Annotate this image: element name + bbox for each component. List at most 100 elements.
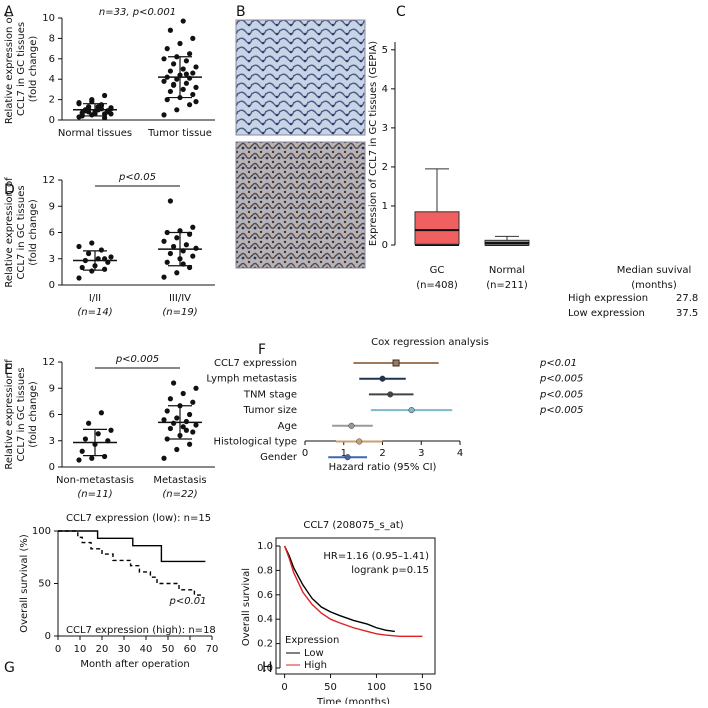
x-axis-label: Month after operation <box>80 659 189 670</box>
data-point <box>79 448 85 454</box>
plot-frame <box>275 537 436 675</box>
y-tick-label: 3 <box>382 123 388 134</box>
p-value: p<0.005 <box>539 389 583 400</box>
y-tick-label: 12 <box>42 175 55 186</box>
hr-marker <box>379 375 386 382</box>
y-tick-label: 3 <box>49 436 55 447</box>
p-value: p<0.005 <box>539 374 583 385</box>
chart-title: CCL7 (208075_s_at) <box>303 520 403 531</box>
x-tick-label: 70 <box>206 644 219 655</box>
x-tick-label: 3 <box>418 448 424 459</box>
table-cell: 27.8 <box>676 293 698 304</box>
data-point <box>98 410 104 416</box>
panel-label: C <box>396 4 406 20</box>
y-axis-label: (fold change) <box>28 199 39 266</box>
data-point <box>95 431 101 437</box>
data-point <box>164 97 170 103</box>
y-tick-label: 0.2 <box>257 639 273 650</box>
x-tick-label: 20 <box>96 644 109 655</box>
y-tick-label: 0 <box>382 240 388 251</box>
data-point <box>161 455 167 461</box>
data-point <box>89 268 95 274</box>
y-tick-label: 0 <box>49 462 55 473</box>
y-tick-label: 5 <box>382 45 388 56</box>
ihc-image <box>235 19 366 136</box>
error-bar <box>168 56 192 99</box>
x-tick-label: Normal <box>489 265 525 276</box>
annotation: CCL7 expression (low): n=15 <box>66 513 211 524</box>
x-tick-label: 0 <box>55 644 61 655</box>
y-tick-label: 9 <box>49 201 55 212</box>
data-point <box>76 275 82 281</box>
x-tick-label: Non-metastasis <box>56 475 134 486</box>
annotation: p<0.005 <box>115 354 159 365</box>
x-tick-label: 2 <box>379 448 385 459</box>
data-point <box>180 424 186 430</box>
annotation: CCL7 expression (high): n=18 <box>66 625 216 636</box>
data-point <box>164 408 170 414</box>
table-title: Median suvival <box>617 265 692 276</box>
data-point <box>161 274 167 280</box>
data-point <box>174 415 180 421</box>
y-axis-label: Overall survival <box>241 568 252 646</box>
error-bar <box>168 405 192 440</box>
survival-curve <box>283 545 423 637</box>
data-point <box>108 254 114 260</box>
data-point <box>187 75 193 81</box>
data-point <box>183 58 189 64</box>
x-tick-label: 1 <box>341 448 347 459</box>
data-point <box>108 111 114 117</box>
y-tick-label: 100 <box>32 526 51 537</box>
x-tick-label: 4 <box>457 448 463 459</box>
data-point <box>193 422 199 428</box>
data-point <box>102 453 108 460</box>
y-tick-label: 6 <box>49 410 55 421</box>
survival-curve <box>283 545 395 633</box>
y-tick-label: 3 <box>49 254 55 265</box>
data-point <box>183 418 189 425</box>
data-point <box>171 81 177 87</box>
data-point <box>76 457 82 463</box>
panel-label: B <box>236 4 246 20</box>
y-axis-label: Relative expression of <box>4 359 15 470</box>
y-axis-label: CCL7 in GC tissues <box>16 185 27 279</box>
panel-label: F <box>258 342 266 358</box>
data-point <box>102 266 108 272</box>
data-point <box>187 102 193 108</box>
data-point <box>174 446 180 453</box>
y-tick-label: 0.0 <box>257 663 273 674</box>
row-label: Gender <box>260 452 298 463</box>
row-label: Lymph metastasis <box>206 374 297 385</box>
data-point <box>89 455 95 461</box>
panel-label: G <box>4 660 15 676</box>
y-axis-label: Expression of CCL7 in GC tissues (GEPIA) <box>368 41 379 246</box>
data-point <box>183 71 189 77</box>
data-point <box>190 253 196 259</box>
hr-marker <box>387 391 394 398</box>
data-point <box>193 84 199 90</box>
data-point <box>86 250 92 257</box>
y-axis-label: Relative expression of <box>4 13 15 124</box>
data-point <box>89 99 95 105</box>
data-point <box>79 264 85 271</box>
x-tick-note: (n=14) <box>77 307 112 318</box>
error-bar <box>83 103 107 117</box>
data-point <box>190 224 196 230</box>
x-tick-label: 100 <box>367 682 386 693</box>
x-axis-label: Time (months) <box>316 697 390 704</box>
legend-title: Expression <box>285 635 339 646</box>
x-tick-label: I/II <box>89 293 101 304</box>
table-cell: 37.5 <box>676 308 698 319</box>
x-axis-label: Hazard ratio (95% CI) <box>329 462 437 473</box>
data-point <box>82 436 88 442</box>
x-tick-label: 60 <box>184 644 197 655</box>
data-point <box>161 417 167 423</box>
y-axis-label: Overall survival (%) <box>19 534 30 633</box>
data-point <box>174 235 180 241</box>
annotation: logrank p=0.15 <box>351 565 429 576</box>
data-point <box>164 436 170 442</box>
y-tick-label: 0.6 <box>257 590 273 601</box>
row-label: CCL7 expression <box>214 358 297 369</box>
data-point <box>180 390 186 397</box>
